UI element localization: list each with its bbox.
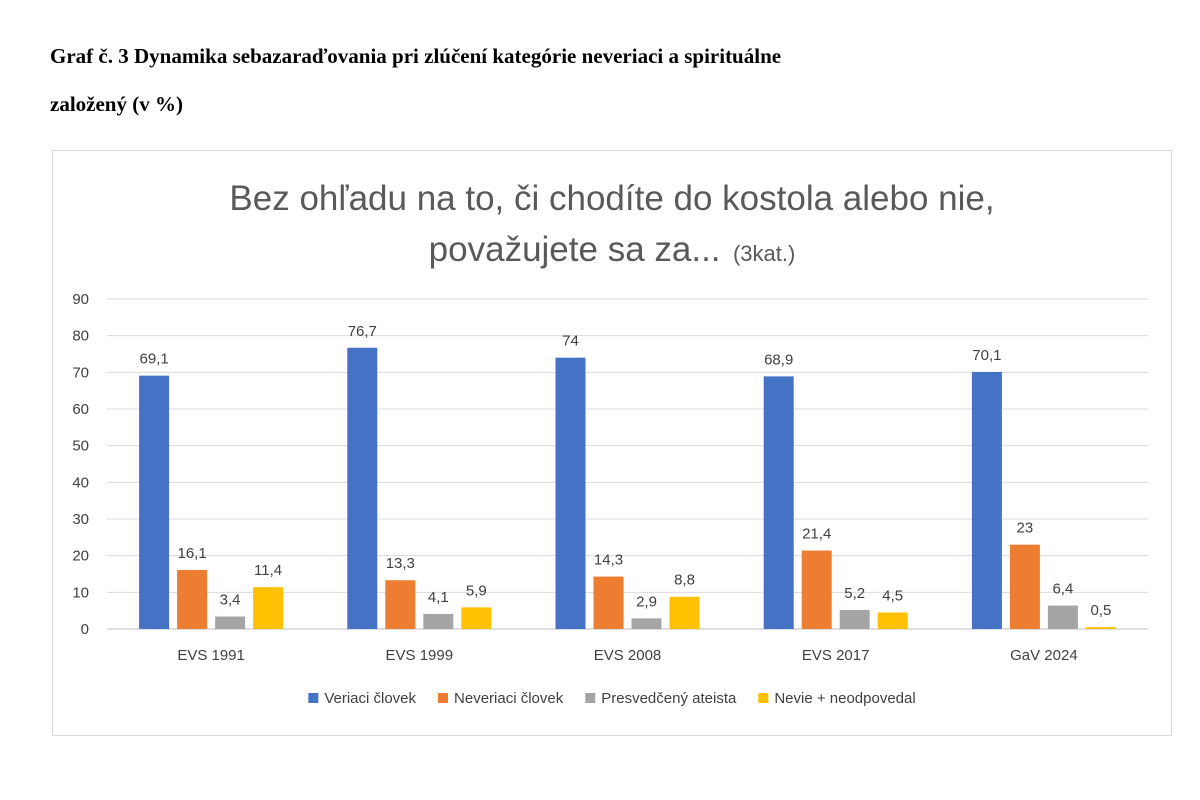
caption-line-1: Graf č. 3 Dynamika sebazaraďovania pri z…	[50, 44, 782, 68]
legend-label: Presvedčený ateista	[601, 690, 737, 707]
bar	[1009, 544, 1040, 629]
data-label: 13,3	[386, 555, 415, 572]
x-tick-label: GaV 2024	[1010, 647, 1078, 664]
data-label: 70,1	[972, 347, 1001, 364]
legend-item: Neveriaci človek	[438, 690, 564, 707]
data-label: 4,5	[882, 588, 903, 605]
data-label: 21,4	[802, 526, 831, 543]
bar	[763, 376, 794, 629]
chart-title-suffix: (3kat.)	[733, 241, 795, 266]
bar	[801, 550, 832, 629]
bar	[253, 587, 284, 629]
bar	[1085, 627, 1116, 629]
legend-swatch	[438, 693, 449, 703]
y-tick-label: 50	[72, 438, 89, 455]
chart-title-text: považujete sa za...	[429, 230, 721, 269]
y-tick-label: 30	[72, 511, 89, 528]
bar	[669, 596, 700, 629]
data-label: 5,2	[844, 585, 865, 602]
y-tick-label: 70	[72, 364, 89, 381]
caption-line-2: založený (v %)	[50, 92, 183, 116]
legend-label: Veriaci človek	[324, 690, 416, 707]
bar	[385, 580, 416, 629]
legend-label: Neveriaci človek	[454, 690, 564, 707]
legend-swatch	[585, 693, 596, 703]
x-tick-label: EVS 2008	[594, 647, 662, 664]
figure-caption: Graf č. 3 Dynamika sebazaraďovania pri z…	[50, 32, 1150, 128]
x-tick-label: EVS 1999	[386, 647, 454, 664]
legend-item: Veriaci človek	[308, 690, 417, 707]
y-tick-label: 40	[72, 474, 89, 491]
bar	[971, 371, 1002, 629]
data-label: 14,3	[594, 552, 623, 569]
x-tick-label: EVS 2017	[802, 647, 870, 664]
data-label: 2,9	[636, 593, 657, 610]
bar	[177, 569, 208, 629]
bar	[555, 357, 586, 629]
legend-item: Presvedčený ateista	[585, 690, 737, 707]
data-label: 23	[1017, 520, 1034, 537]
data-label: 8,8	[674, 572, 695, 589]
chart-title-line-1: Bez ohľadu na to, či chodíte do kostola …	[229, 179, 994, 218]
axes: 0 10 20 30 40 50 60 70 80 90 EVS 1991 EVS 1999 EVS 2…	[72, 291, 1077, 664]
bar	[839, 609, 870, 629]
y-tick-label: 10	[72, 584, 89, 601]
bars	[139, 347, 1116, 629]
data-label: 0,5	[1090, 602, 1111, 619]
data-label: 68,9	[764, 351, 793, 368]
bar	[1047, 605, 1078, 629]
y-tick-label: 90	[72, 291, 89, 308]
data-label: 16,1	[177, 545, 206, 562]
bar	[347, 347, 378, 629]
bar	[631, 618, 662, 629]
bar-chart: Bez ohľadu na to, či chodíte do kostola …	[72, 179, 1148, 707]
data-label: 6,4	[1052, 581, 1073, 598]
data-label: 76,7	[348, 323, 377, 340]
legend-label: Nevie + neodpovedal	[774, 690, 915, 707]
bar	[423, 613, 454, 629]
bar	[461, 607, 492, 629]
legend-swatch	[758, 693, 769, 703]
bar	[139, 375, 170, 629]
bar	[593, 576, 624, 629]
legend: Veriaci človek Neveriaci človek Presvedčen…	[308, 690, 916, 707]
y-tick-label: 0	[81, 621, 89, 638]
data-label: 11,4	[254, 562, 282, 579]
y-tick-label: 80	[72, 328, 89, 345]
data-labels: 69,1 16,1 3,4 11,4 76,7 13,3 4,1 5,9 74 14,3 2,9 8,…	[139, 323, 1111, 619]
chart-container: Bez ohľadu na to, či chodíte do kostola …	[52, 150, 1172, 736]
chart-title-line-2: považujete sa za... (3kat.)	[429, 230, 796, 269]
y-tick-label: 20	[72, 548, 89, 565]
data-label: 74	[562, 333, 579, 350]
data-label: 69,1	[139, 351, 168, 368]
bar	[877, 612, 908, 629]
bar	[215, 616, 246, 629]
legend-item: Nevie + neodpovedal	[758, 690, 916, 707]
legend-swatch	[308, 693, 319, 703]
data-label: 3,4	[220, 592, 241, 609]
x-tick-label: EVS 1991	[177, 647, 245, 664]
data-label: 5,9	[466, 582, 487, 599]
y-tick-label: 60	[72, 401, 89, 418]
data-label: 4,1	[428, 589, 449, 606]
